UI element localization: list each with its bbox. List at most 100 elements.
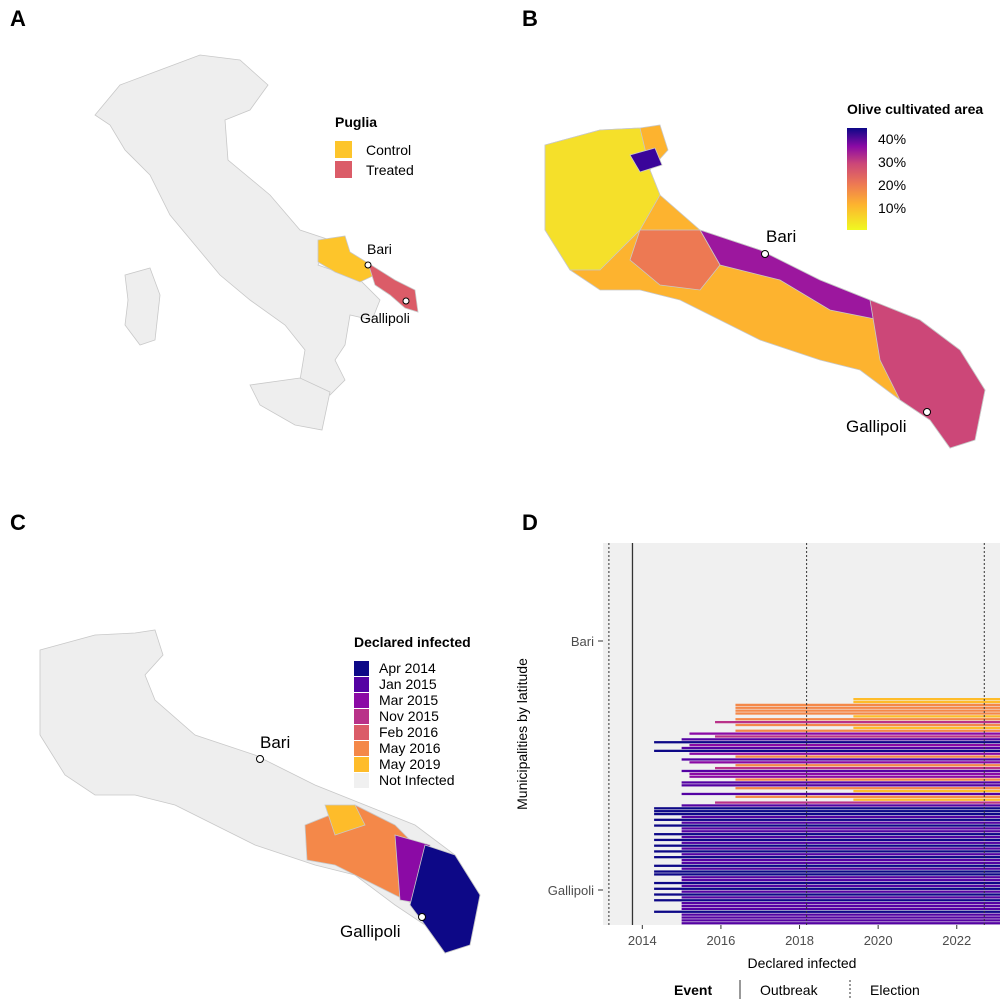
bar-row (681, 746, 1000, 750)
legend-swatch (354, 676, 369, 692)
bar-row (654, 870, 1000, 873)
region-may2019 (324, 804, 366, 836)
bar-row (654, 844, 1000, 847)
bar-row (681, 804, 1000, 807)
bar-row (654, 850, 1000, 853)
bar-row (681, 879, 1000, 882)
legend-swatch (354, 660, 369, 676)
bar-row (681, 853, 1000, 856)
city-gallipoli-b: Gallipoli (846, 417, 907, 436)
bar-row (681, 919, 1000, 922)
bar-row (735, 723, 1000, 727)
x-tick-label: 2014 (628, 933, 657, 948)
legend-label: Mar 2015 (379, 692, 439, 708)
bar-row (681, 784, 1000, 787)
bar-row (681, 861, 1000, 865)
puglia-legend-title: Puglia (335, 114, 378, 130)
bari-marker (256, 755, 264, 763)
gallipoli-marker (418, 913, 426, 921)
bar-row (681, 916, 1000, 919)
bar-row (654, 910, 1000, 913)
legend-swatch (354, 740, 369, 756)
bar-row (654, 881, 1000, 885)
bar-row (689, 775, 1000, 778)
bar-row (681, 830, 1000, 833)
scale-30: 30% (878, 154, 907, 170)
bar-row (681, 904, 1000, 908)
legend-swatch (354, 772, 369, 788)
bar-row (681, 769, 1000, 773)
y-tick-gallipoli: Gallipoli (548, 883, 594, 898)
bar-row (735, 709, 1000, 712)
region-gargano-high (629, 147, 663, 173)
city-bari-b: Bari (766, 227, 797, 246)
bar-row (654, 749, 1000, 752)
bari-marker (364, 261, 372, 269)
treated-swatch (335, 161, 352, 178)
bar-row (853, 726, 1000, 730)
bar-row (654, 856, 1000, 859)
bar-row (735, 712, 1000, 715)
puglia-infected-map (39, 629, 481, 954)
legend-label: Treated (366, 161, 414, 178)
bar-row (681, 827, 1000, 830)
city-gallipoli-c: Gallipoli (340, 922, 401, 941)
bar-row (654, 810, 1000, 813)
bar-row (735, 764, 1000, 767)
bar-row (735, 703, 1000, 707)
bar-row (681, 902, 1000, 905)
x-tick-label: 2018 (785, 933, 814, 948)
bar-row (654, 864, 1000, 867)
x-axis: 2014 2016 2018 2020 2022 (628, 925, 971, 948)
x-axis-title: Declared infected (748, 955, 857, 971)
legend-label: Apr 2014 (379, 660, 436, 676)
bar-row (689, 772, 1000, 775)
election-legend-label: Election (870, 982, 920, 998)
bar-row (654, 833, 1000, 836)
region-north-low (544, 127, 661, 271)
scale-40: 40% (878, 131, 907, 147)
bar-row (853, 700, 1000, 704)
legend-swatch (354, 708, 369, 724)
bar-row (654, 818, 1000, 821)
bar-row (715, 720, 1000, 724)
panel-label-d: D (522, 510, 538, 535)
x-tick-label: 2016 (706, 933, 735, 948)
bar-row (654, 893, 1000, 896)
legend-swatch (354, 756, 369, 772)
bar-row (681, 841, 1000, 844)
bar-row (715, 766, 1000, 770)
bar-row (853, 789, 1000, 793)
bar-row (681, 758, 1000, 761)
olive-legend-title: Olive cultivated area (847, 101, 984, 117)
olive-colorbar (847, 128, 867, 230)
sicily (249, 377, 331, 431)
legend-label: Not Infected (379, 772, 455, 788)
declared-infected-chart: 2014 2016 2018 2020 2022 Bari Gallipoli Decl… (514, 543, 1000, 999)
puglia-olive-map (544, 124, 986, 449)
bar-row (681, 867, 1000, 870)
y-tick-bari: Bari (571, 634, 594, 649)
events-group (608, 543, 985, 925)
y-axis-title: Municipalities by latitude (514, 658, 530, 810)
x-tick-label: 2020 (864, 933, 893, 948)
bar-row (681, 922, 1000, 925)
legend-swatch (354, 692, 369, 708)
bars-group (654, 698, 1000, 925)
region-salento (869, 299, 986, 449)
x-tick-label: 2022 (942, 933, 971, 948)
bar-row (715, 735, 1000, 738)
bar-row (681, 738, 1000, 741)
bari-marker (761, 250, 769, 258)
legend-item: Jan 2015 (354, 676, 437, 692)
bar-row (681, 815, 1000, 819)
bar-row (853, 715, 1000, 718)
city-bari-a: Bari (367, 241, 392, 257)
bar-row (735, 778, 1000, 781)
bar-row (681, 890, 1000, 893)
legend-label: May 2016 (379, 740, 441, 756)
infected-legend-title: Declared infected (354, 634, 471, 650)
legend-item: May 2016 (354, 740, 440, 756)
